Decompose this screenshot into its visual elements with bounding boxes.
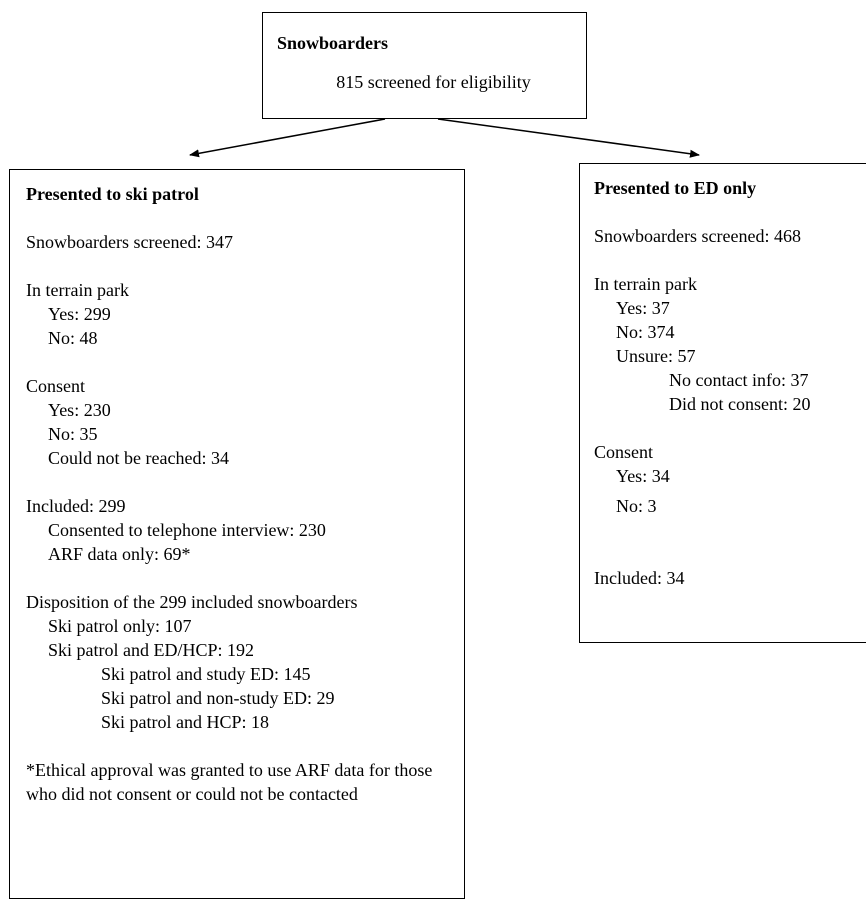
ed-unsure-no-consent: Did not consent: 20 <box>669 394 811 414</box>
ed-unsure-no-contact: No contact info: 37 <box>669 370 809 390</box>
included-arf: ARF data only: 69* <box>48 544 191 564</box>
ed-only-box: Presented to ED only Snowboarders screen… <box>579 163 866 643</box>
ethics-footnote: *Ethical approval was granted to use ARF… <box>26 760 433 804</box>
consent-label: Consent <box>26 376 86 396</box>
ed-only-title: Presented to ED only <box>594 178 757 198</box>
ed-terrain-yes: Yes: 37 <box>616 298 670 318</box>
disp-study-ed: Ski patrol and study ED: 145 <box>101 664 311 684</box>
disposition-label: Disposition of the 299 included snowboar… <box>26 592 358 612</box>
arrow-to-ski-patrol <box>189 118 386 158</box>
ed-screened: Snowboarders screened: 468 <box>594 226 801 246</box>
included-total: Included: 299 <box>26 496 126 516</box>
ski-patrol-screened: Snowboarders screened: 347 <box>26 232 233 252</box>
consent-unreached: Could not be reached: 34 <box>48 448 229 468</box>
ed-consent-no: No: 3 <box>616 496 657 516</box>
disp-hcp: Ski patrol and HCP: 18 <box>101 712 270 732</box>
snowboarders-box: Snowboarders 815 screened for eligibilit… <box>262 12 587 119</box>
snowboarders-title: Snowboarders <box>277 33 389 53</box>
disp-patrol-ed: Ski patrol and ED/HCP: 192 <box>48 640 254 660</box>
terrain-yes: Yes: 299 <box>48 304 111 324</box>
ed-terrain-unsure: Unsure: 57 <box>616 346 696 366</box>
disp-patrol-only: Ski patrol only: 107 <box>48 616 192 636</box>
ed-included: Included: 34 <box>594 568 685 588</box>
ed-consent-label: Consent <box>594 442 654 462</box>
arrow-to-ed-only <box>437 118 700 158</box>
included-phone: Consented to telephone interview: 230 <box>48 520 326 540</box>
screened-total: 815 screened for eligibility <box>336 72 531 92</box>
ed-terrain-label: In terrain park <box>594 274 697 294</box>
disp-nonstudy-ed: Ski patrol and non-study ED: 29 <box>101 688 335 708</box>
ed-consent-yes: Yes: 34 <box>616 466 670 486</box>
ski-patrol-title: Presented to ski patrol <box>26 184 199 204</box>
terrain-no: No: 48 <box>48 328 98 348</box>
terrain-park-label: In terrain park <box>26 280 129 300</box>
ski-patrol-box: Presented to ski patrol Snowboarders scr… <box>9 169 465 899</box>
consent-no: No: 35 <box>48 424 98 444</box>
ed-terrain-no: No: 374 <box>616 322 675 342</box>
consent-yes: Yes: 230 <box>48 400 111 420</box>
